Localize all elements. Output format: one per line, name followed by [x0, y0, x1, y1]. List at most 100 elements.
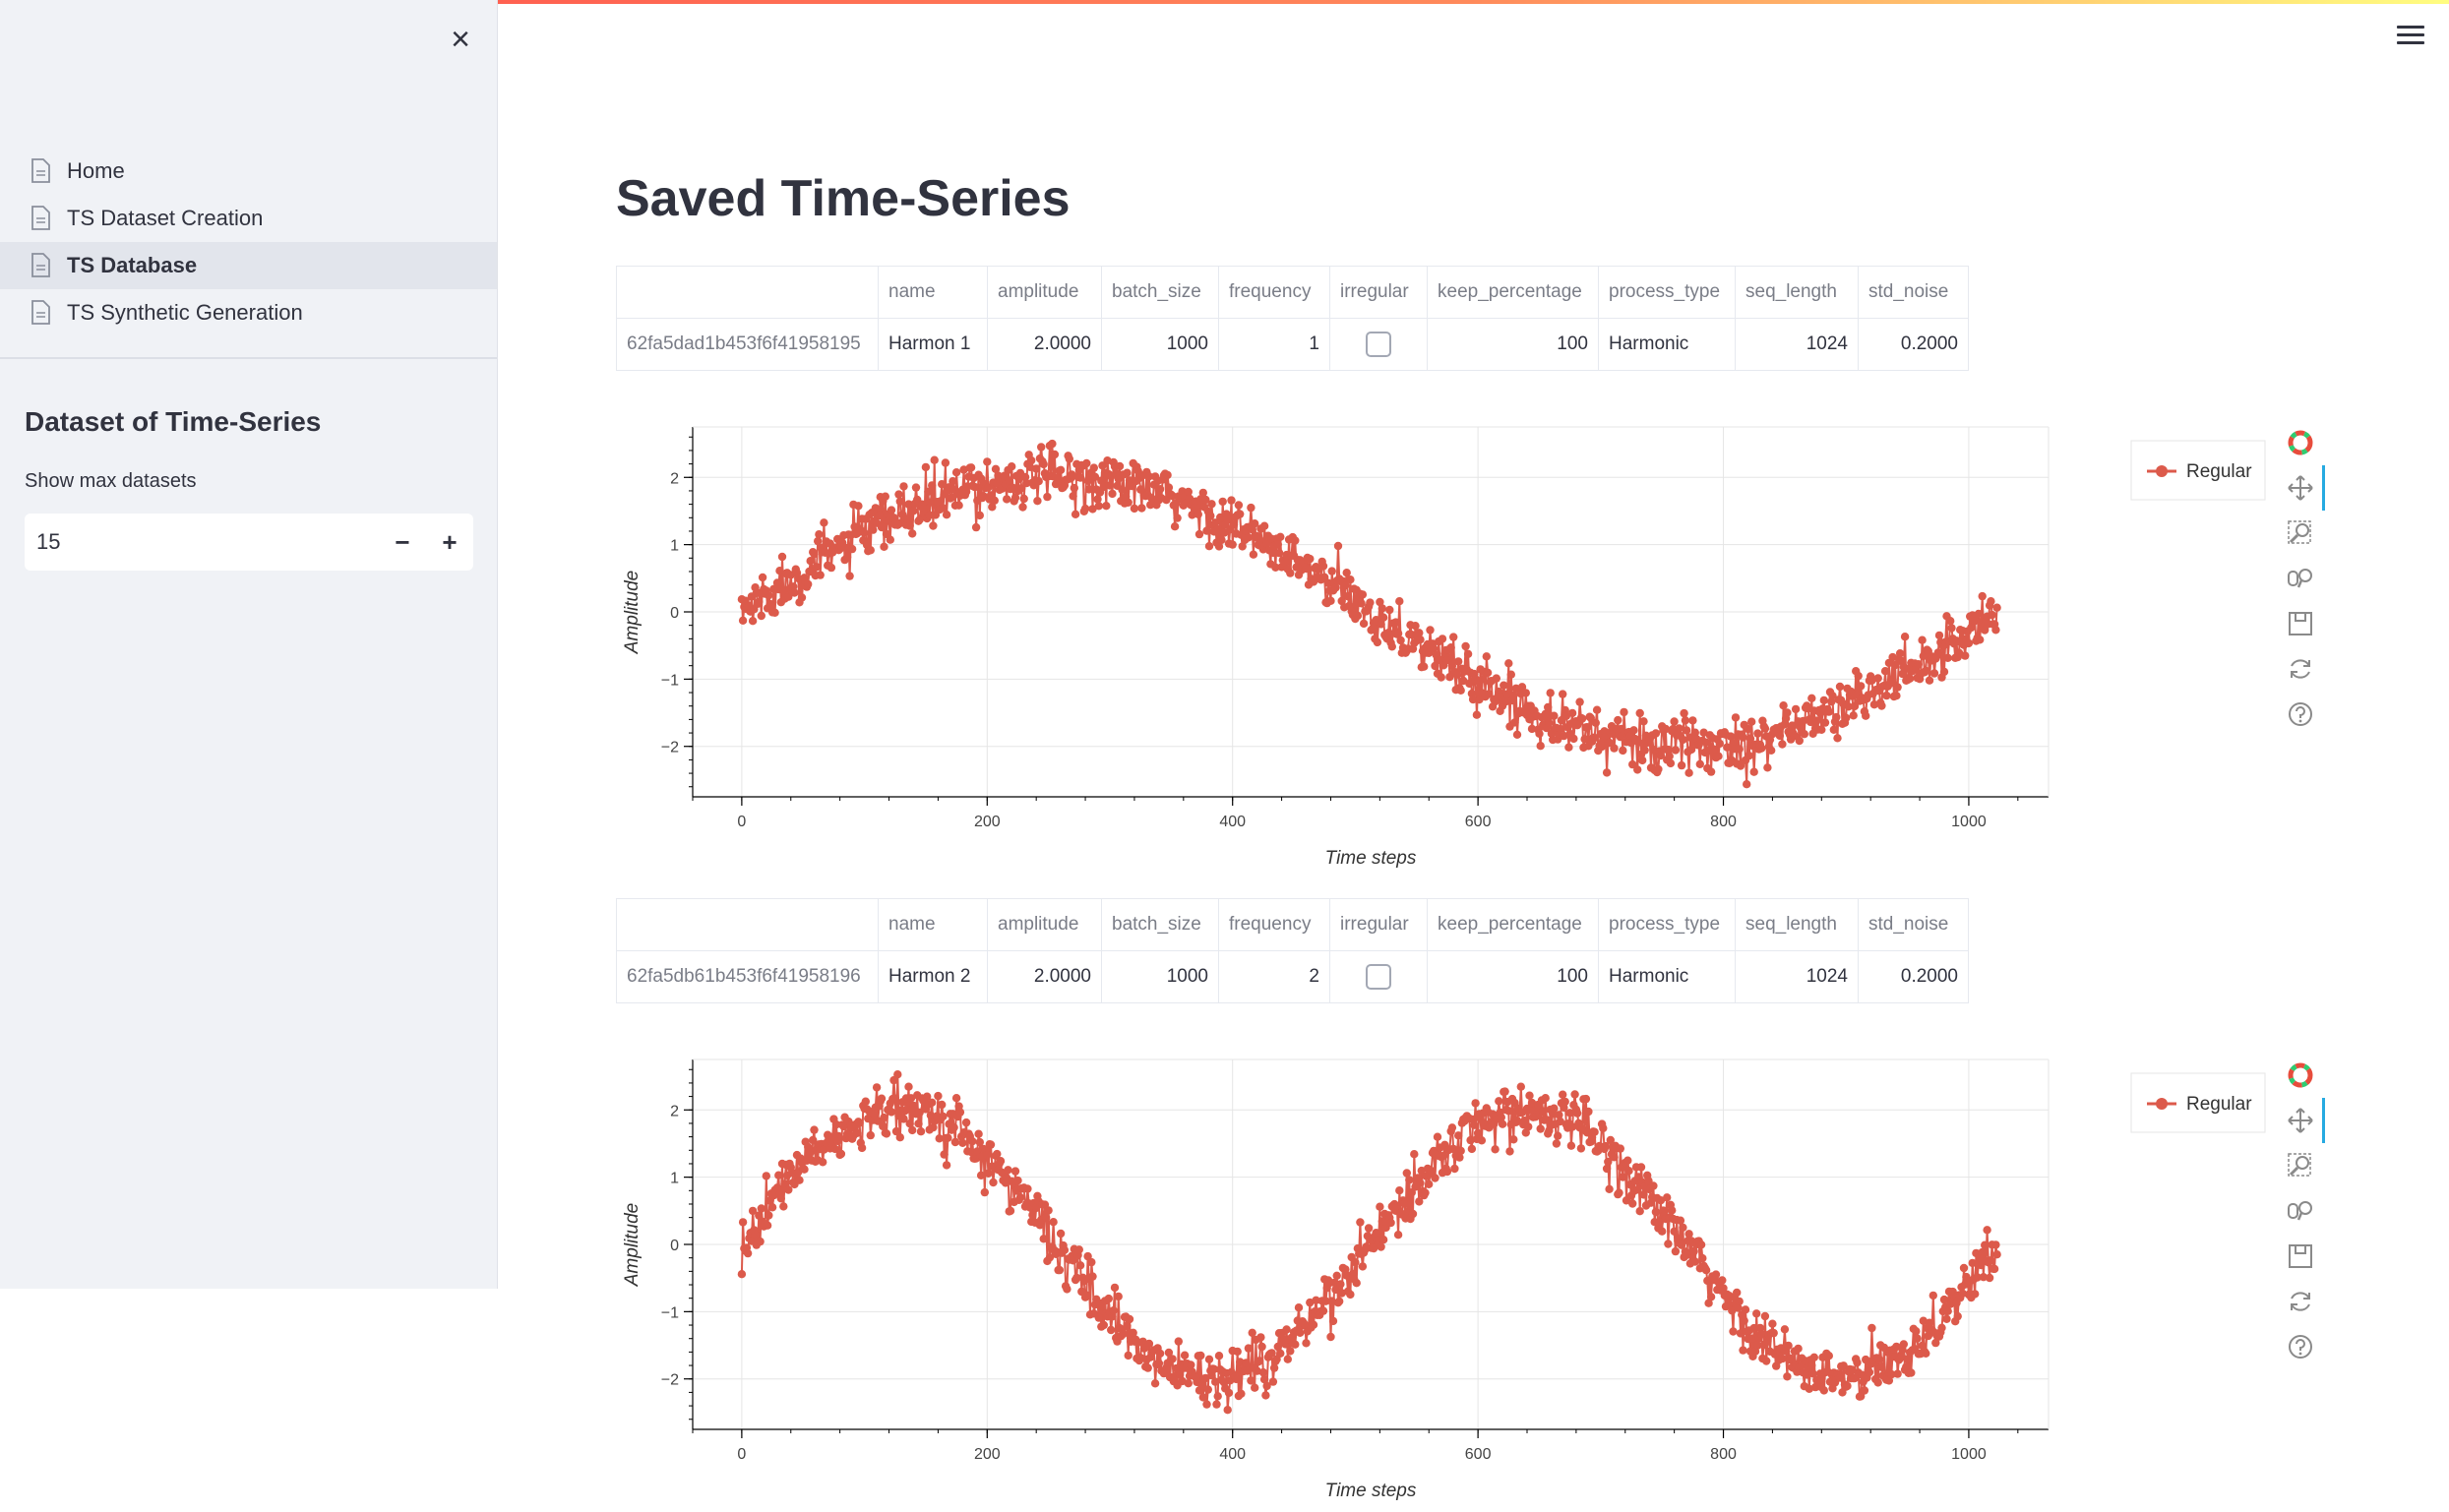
cell-irregular: [1329, 950, 1428, 1003]
data-point: [1567, 708, 1577, 718]
pan-icon[interactable]: [2279, 465, 2325, 511]
data-point: [1256, 1333, 1265, 1342]
data-point: [1628, 759, 1637, 769]
data-point: [1887, 678, 1896, 687]
data-point: [1905, 674, 1915, 683]
data-point: [1366, 598, 1375, 607]
sidebar-nav: Home TS Dataset Creation TS Database TS …: [0, 148, 497, 336]
data-point: [1729, 1327, 1738, 1336]
data-point: [1194, 510, 1202, 518]
data-point: [1204, 1355, 1214, 1363]
data-point: [1812, 716, 1821, 725]
max-datasets-input[interactable]: 15: [36, 529, 61, 554]
data-point: [763, 1221, 772, 1230]
data-point: [1291, 536, 1300, 545]
data-point: [880, 1113, 888, 1122]
data-point: [1378, 604, 1386, 613]
data-point: [1408, 1209, 1418, 1219]
data-point: [1933, 648, 1943, 657]
data-point: [899, 1115, 908, 1123]
data-point: [1162, 496, 1171, 505]
sidebar: × Home TS Dataset Creation TS Database T…: [0, 0, 498, 1289]
data-point: [1383, 629, 1393, 637]
reset-icon[interactable]: [2279, 646, 2322, 692]
data-point: [1224, 1388, 1234, 1398]
time-series-plot-2[interactable]: 0 200 400 600 800 1000 −2 −1 0 1 2 Time steps Amplit…: [616, 1050, 2328, 1512]
data-point: [1032, 1203, 1041, 1213]
data-point: [1992, 1250, 2001, 1259]
data-point: [1525, 1091, 1534, 1100]
box-zoom-icon[interactable]: [2279, 511, 2322, 556]
data-point: [1438, 635, 1447, 643]
data-point: [1620, 707, 1628, 717]
data-point: [986, 1140, 996, 1149]
wheel-zoom-icon[interactable]: [2279, 1188, 2322, 1234]
series-regular: [737, 439, 2001, 789]
data-point: [1807, 694, 1816, 702]
data-point: [1342, 569, 1351, 577]
sidebar-item-ts-dataset-creation[interactable]: TS Dataset Creation: [0, 195, 497, 242]
data-point: [1155, 1349, 1165, 1359]
column-header: keep_percentage: [1427, 898, 1599, 951]
data-point: [1482, 652, 1491, 661]
data-point: [895, 497, 904, 506]
sidebar-item-label: TS Database: [67, 253, 198, 277]
data-point: [1463, 649, 1473, 658]
sidebar-item-ts-synthetic-generation[interactable]: TS Synthetic Generation: [0, 289, 497, 336]
cell-name: Harmon 1: [878, 318, 988, 371]
save-icon[interactable]: [2279, 601, 2322, 646]
time-series-plot-1[interactable]: 0 200 400 600 800 1000 −2 −1 0 1 2 Time steps Amplit…: [616, 417, 2328, 879]
data-point: [1567, 1122, 1577, 1131]
data-point: [1677, 760, 1686, 770]
data-point: [1780, 1325, 1790, 1334]
data-point: [1760, 724, 1770, 733]
sidebar-item-ts-database[interactable]: TS Database: [0, 242, 497, 289]
data-point: [1273, 540, 1282, 549]
data-point: [926, 498, 936, 507]
data-point: [1559, 1090, 1567, 1099]
cell-amplitude: 2.0000: [987, 950, 1102, 1003]
data-point: [861, 1097, 870, 1106]
data-point: [928, 1098, 937, 1107]
data-point: [1202, 1400, 1211, 1409]
data-point: [1706, 1293, 1716, 1301]
data-point: [895, 1133, 904, 1142]
data-point: [1114, 1292, 1123, 1301]
irregular-checkbox[interactable]: [1366, 332, 1391, 357]
data-point: [909, 507, 918, 515]
column-header: process_type: [1598, 898, 1736, 951]
data-point: [1649, 746, 1658, 755]
help-icon[interactable]: [2279, 692, 2322, 737]
save-icon[interactable]: [2279, 1234, 2322, 1279]
box-zoom-icon[interactable]: [2279, 1143, 2322, 1188]
data-point: [1842, 713, 1851, 722]
data-point: [1501, 696, 1510, 706]
data-point: [1154, 1359, 1164, 1368]
main-menu-icon[interactable]: [2397, 26, 2424, 49]
pan-icon[interactable]: [2279, 1098, 2325, 1143]
data-point: [1978, 1247, 1987, 1257]
help-icon[interactable]: [2279, 1324, 2322, 1369]
data-point: [1656, 751, 1666, 760]
data-point: [1800, 730, 1809, 739]
data-point: [1624, 1167, 1633, 1176]
reset-icon[interactable]: [2279, 1279, 2322, 1324]
data-point: [1824, 707, 1834, 716]
data-point: [866, 546, 875, 555]
data-point: [755, 1211, 764, 1220]
increment-button[interactable]: +: [442, 526, 458, 557]
data-point: [1666, 758, 1676, 768]
sidebar-item-home[interactable]: Home: [0, 148, 497, 195]
data-point: [1959, 1263, 1969, 1273]
close-sidebar-button[interactable]: ×: [451, 21, 470, 58]
data-point: [1358, 590, 1368, 599]
decrement-button[interactable]: −: [395, 526, 410, 557]
data-point: [1228, 540, 1237, 549]
data-point: [1019, 494, 1028, 504]
data-point: [1331, 583, 1340, 592]
data-point: [1892, 692, 1901, 700]
legend-swatch-marker: [2156, 1098, 2168, 1110]
wheel-zoom-icon[interactable]: [2279, 556, 2322, 601]
irregular-checkbox[interactable]: [1366, 964, 1391, 990]
data-point: [1698, 1253, 1707, 1263]
